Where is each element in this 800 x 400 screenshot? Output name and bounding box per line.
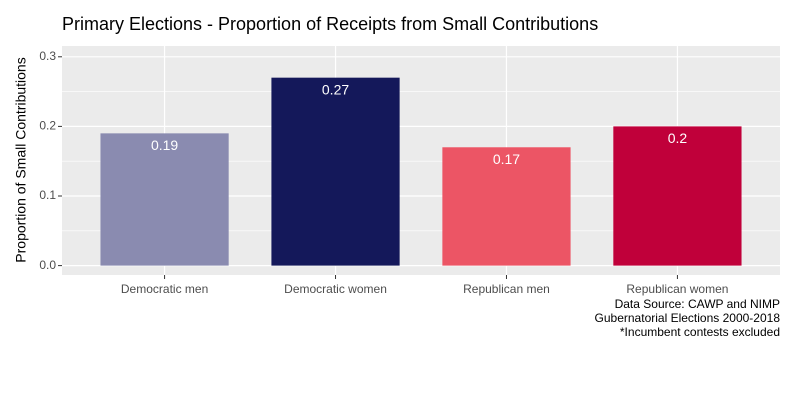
y-tick-label: 0.0 xyxy=(39,258,56,272)
bar xyxy=(613,126,742,266)
caption: Data Source: CAWP and NIMP xyxy=(615,297,780,311)
caption: *Incumbent contests excluded xyxy=(620,325,780,339)
bar xyxy=(271,77,400,266)
chart-title: Primary Elections - Proportion of Receip… xyxy=(62,14,598,34)
y-tick-label: 0.3 xyxy=(39,49,56,63)
bar xyxy=(442,147,571,266)
x-tick-label: Democratic women xyxy=(284,282,387,296)
value-label: 0.19 xyxy=(151,137,178,153)
caption: Gubernatorial Elections 2000-2018 xyxy=(595,311,781,325)
value-label: 0.17 xyxy=(493,151,520,167)
bar xyxy=(100,133,229,266)
y-tick-label: 0.1 xyxy=(39,188,56,202)
y-tick-label: 0.2 xyxy=(39,119,56,133)
x-tick-label: Republican women xyxy=(626,282,728,296)
x-tick-label: Democratic men xyxy=(121,282,208,296)
value-label: 0.2 xyxy=(668,130,688,146)
x-tick-label: Republican men xyxy=(463,282,550,296)
y-axis-label: Proportion of Small Contributions xyxy=(13,57,29,262)
value-label: 0.27 xyxy=(322,81,349,97)
